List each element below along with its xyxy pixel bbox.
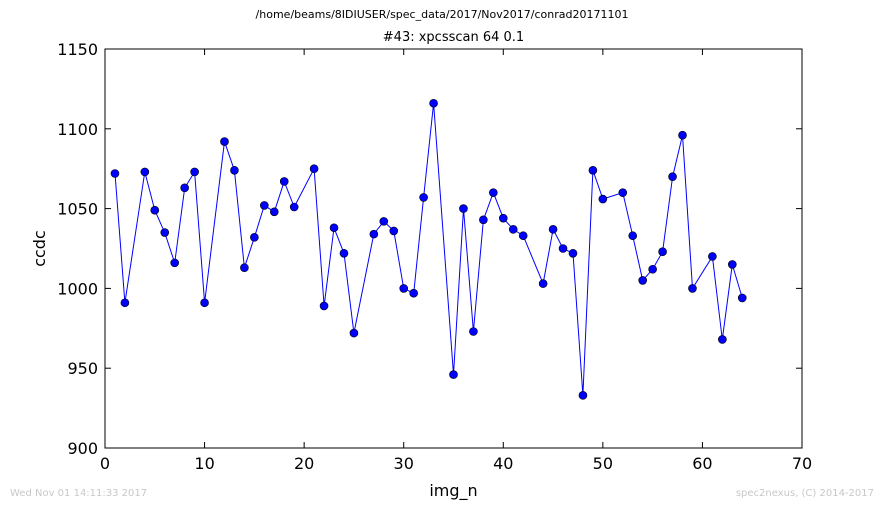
data-point [489,188,498,197]
data-point [240,263,249,272]
data-point [110,169,120,178]
credit-text: spec2nexus, (C) 2014-2017 [735,488,874,499]
x-tick-label: 30 [394,454,414,473]
data-point [508,225,518,234]
x-tick-label: 50 [593,454,613,473]
data-point [389,226,399,236]
y-tick-label: 1100 [57,120,98,139]
data-point [260,201,269,210]
axis-ticks: 0 10 20 30 40 50 60 70 900 950 1000 1050 1100 1150 [57,40,812,473]
data-point [498,213,508,223]
y-tick-label: 1000 [57,279,98,298]
data-point [578,391,588,400]
data-point [727,260,737,269]
plot-title: #43: xpcsscan 64 0.1 [382,30,525,45]
data-point [379,217,389,226]
data-point [419,193,428,202]
x-tick-label: 60 [692,454,712,473]
y-tick-label: 1150 [57,40,98,59]
y-tick-label: 1050 [57,200,98,219]
data-point [349,328,359,338]
data-point [289,202,299,212]
x-tick-label: 0 [100,454,110,473]
data-point [638,276,647,285]
data-point [668,172,677,181]
data-point [250,233,259,242]
data-point [449,370,458,379]
data-point [409,288,418,298]
data-point [140,167,150,177]
data-point [618,188,628,197]
data-point [399,284,409,293]
data-point [588,165,598,175]
y-tick-label: 900 [67,439,98,458]
data-point [170,258,179,268]
data-point [678,130,687,140]
data-point [469,327,478,336]
data-point [598,194,608,204]
data-point [150,205,160,215]
data-point [558,244,568,253]
series-line [114,103,743,396]
data-point [718,335,727,344]
x-tick-label: 10 [194,454,214,473]
x-tick-label: 70 [792,454,812,473]
plot-frame [104,48,803,449]
data-point [518,231,528,241]
data-point [319,301,329,311]
y-tick-label: 950 [67,359,98,378]
data-point [688,284,697,293]
data-point [568,248,578,258]
data-point [708,252,717,261]
data-point [369,229,379,239]
data-point [180,183,189,193]
data-point [429,98,438,108]
y-axis-label: ccdc [30,230,49,267]
x-tick-label: 20 [294,454,314,473]
data-point [658,247,667,256]
data-point [459,204,468,213]
data-point [538,279,548,288]
data-point [220,137,229,146]
data-point [628,231,638,241]
data-point [230,165,239,175]
timestamp: Wed Nov 01 14:11:33 2017 [10,488,148,499]
data-point [479,215,488,225]
data-point [339,248,349,258]
data-point [309,164,319,173]
data-point [329,223,339,233]
data-point [269,207,279,217]
data-point [548,225,558,234]
data-point [200,298,209,308]
file-path-title: /home/beams/8IDIUSER/spec_data/2017/Nov2… [255,8,629,21]
data-point [737,293,747,303]
series-layer [110,98,747,400]
x-tick-label: 40 [493,454,513,473]
x-axis-label: img_n [429,481,477,501]
data-point [279,177,289,186]
data-point [648,264,657,274]
data-point [190,167,199,177]
data-point [160,228,170,237]
data-point [120,298,130,308]
